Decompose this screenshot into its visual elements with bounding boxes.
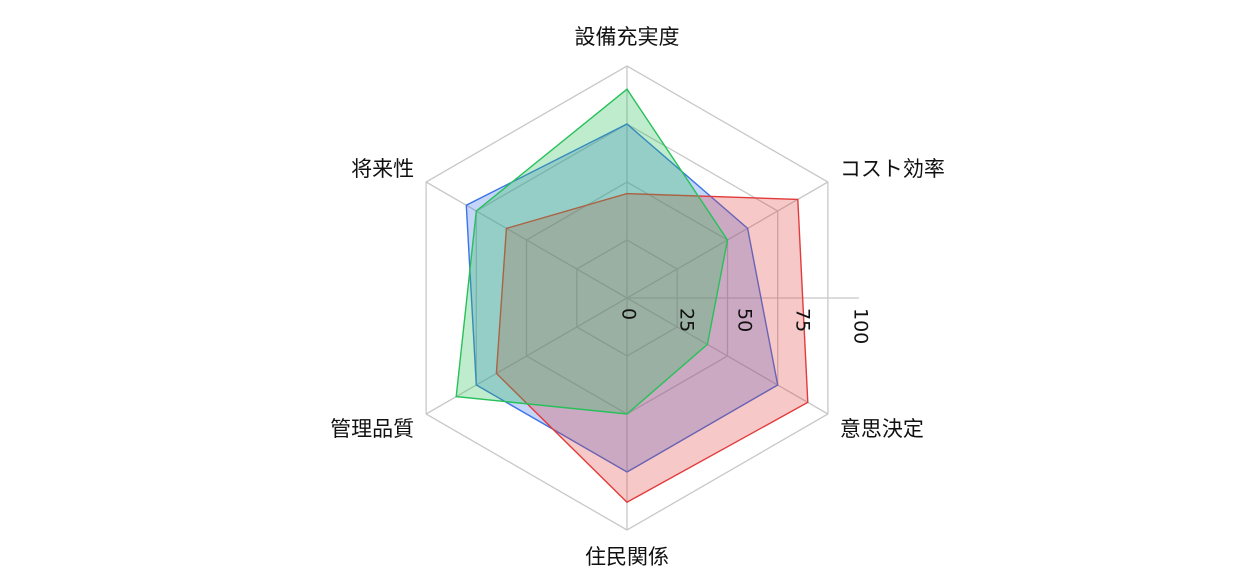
axis-label-5: 将来性 [351, 157, 414, 181]
axis-label-4: 管理品質 [330, 417, 414, 441]
axis-label-0: 設備充実度 [575, 25, 680, 49]
tick-label-50: 50 [734, 308, 756, 332]
axis-label-2: 意思決定 [840, 417, 924, 441]
series-2-area [495, 192, 809, 504]
spoke-5 [425, 181, 628, 299]
spoke-2 [626, 297, 829, 415]
spoke-4 [425, 297, 628, 415]
radar-tick-labels: 0 25 50 75 100 [618, 308, 872, 344]
radar-series-layer [455, 88, 809, 504]
series-1-area [465, 123, 779, 473]
tick-label-100: 100 [850, 308, 872, 344]
axis-label-1: コスト効率 [840, 157, 945, 181]
tick-label-75: 75 [792, 308, 814, 332]
series-3-area [455, 88, 729, 415]
tick-label-0: 0 [618, 308, 640, 320]
axis-label-3: 住民関係 [585, 545, 669, 569]
tick-label-25: 25 [676, 308, 698, 332]
